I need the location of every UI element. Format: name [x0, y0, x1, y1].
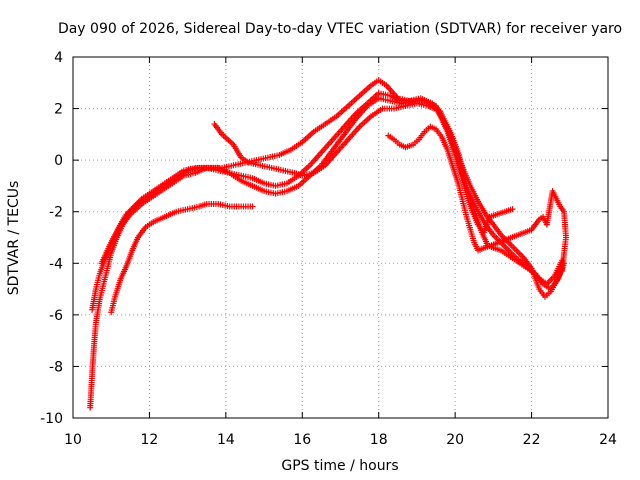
x-tick-label: 24 — [599, 432, 617, 448]
x-tick-label: 18 — [370, 432, 388, 448]
data-point — [509, 206, 516, 213]
data-point — [249, 203, 256, 210]
data-series-track-1 — [87, 95, 566, 411]
x-tick-label: 10 — [64, 432, 82, 448]
y-tick-label: 4 — [54, 50, 63, 66]
y-tick-label: -6 — [49, 308, 63, 324]
y-tick-label: -2 — [49, 205, 63, 221]
y-axis-label: SDTVAR / TECUs — [6, 181, 22, 296]
chart-title: Day 090 of 2026, Sidereal Day-to-day VTE… — [58, 21, 622, 37]
data-series-track-5 — [385, 123, 569, 275]
plot-frame — [72, 56, 609, 419]
y-tick-label: -8 — [49, 359, 63, 375]
y-tick-label: 0 — [54, 153, 63, 169]
x-tick-label: 22 — [523, 432, 541, 448]
grid — [73, 57, 608, 418]
x-tick-label: 12 — [141, 432, 159, 448]
x-axis-label: GPS time / hours — [281, 458, 398, 474]
x-tick-label: 20 — [446, 432, 464, 448]
y-tick-label: 2 — [54, 102, 63, 118]
y-tick-label: -4 — [49, 256, 63, 272]
data-marks — [87, 77, 569, 411]
x-tick-label: 16 — [293, 432, 311, 448]
data-point — [559, 268, 566, 275]
x-tick-label: 14 — [217, 432, 235, 448]
y-tick-label: -10 — [40, 411, 63, 427]
